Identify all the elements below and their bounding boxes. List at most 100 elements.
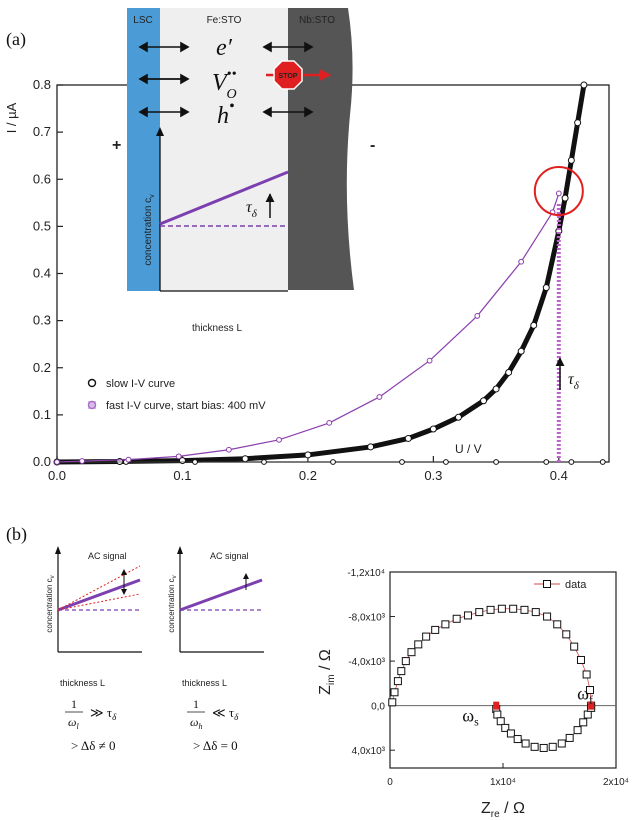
data-point xyxy=(493,459,499,465)
layer-label-nbsto: Nb:STO xyxy=(299,15,335,26)
ac-inset-2: AC signal concentration cv thickness L 1 ωh ≪… xyxy=(167,546,264,753)
iv-series xyxy=(53,81,606,466)
frequency-sub: s xyxy=(474,715,479,729)
panel-label-b: (b) xyxy=(6,524,27,545)
inset-y-arrowhead xyxy=(177,546,183,554)
data-point xyxy=(496,717,505,726)
y-tick-label: 0.5 xyxy=(33,218,51,233)
nyquist-x-label-text: Z xyxy=(481,800,491,817)
data-point xyxy=(431,625,440,634)
data-point xyxy=(330,459,336,465)
data-point xyxy=(561,194,569,202)
profile-line xyxy=(159,170,289,226)
data-point xyxy=(580,81,588,89)
data-point xyxy=(493,710,502,719)
ac-upper-bound xyxy=(57,565,141,611)
data-point xyxy=(583,710,592,719)
data-point xyxy=(474,313,481,319)
ac-inset-1: AC signal concentration cv thickness L 1 ωl ≫… xyxy=(45,546,142,753)
data-point xyxy=(326,419,333,426)
data-point xyxy=(568,459,575,465)
tau-arrow-a: τδ xyxy=(555,357,580,392)
stop-sign: STOP xyxy=(273,60,303,90)
data-point xyxy=(570,642,579,651)
legend-marker xyxy=(87,378,97,388)
nyquist-series-0 xyxy=(388,604,596,710)
nyquist-plot-frame xyxy=(389,571,617,769)
y-tick-label: -4,0x10³ xyxy=(348,657,385,668)
y-tick-label: 0.2 xyxy=(33,360,51,375)
data-point xyxy=(574,119,582,127)
frequency-symbol: ω xyxy=(577,684,589,704)
formula-relation-text: ≫ τ xyxy=(90,705,112,720)
ac-lower-bound xyxy=(57,593,141,611)
legend-marker xyxy=(543,580,551,588)
nyquist-chart: 0 1x10⁴ 2x10⁴ -1,2x10⁴ -8,0x10³ -4,0x10³ 0,0 4,… xyxy=(317,568,629,820)
nyquist-y-label-sub: im xyxy=(326,674,337,685)
frequency-label: ωf xyxy=(577,684,593,707)
data-point xyxy=(557,739,566,748)
inset-y-label-text: concentration c xyxy=(143,198,154,266)
nyquist-x-axis-label: Zre / Ω xyxy=(481,800,525,820)
data-point xyxy=(530,742,539,751)
y-tick-label: 0.1 xyxy=(33,407,51,422)
data-point xyxy=(513,735,522,744)
data-point xyxy=(579,718,588,727)
ac-range-head-down xyxy=(121,589,127,595)
data-point xyxy=(548,742,557,751)
y-tick-label: 0.3 xyxy=(33,313,51,328)
y-tick-label: 4,0x10³ xyxy=(352,746,386,757)
inset-y-label: concentration cv xyxy=(167,575,178,632)
data-point xyxy=(480,397,488,405)
inset-tau-sub: δ xyxy=(252,208,258,220)
series-line xyxy=(56,84,587,465)
carrier-vacancy: V•• O xyxy=(212,67,237,102)
panel-label-a: (a) xyxy=(6,29,26,50)
inset-y-label: concentration cv xyxy=(45,575,56,632)
iv-x-axis-label: U / V xyxy=(455,442,482,456)
arrow-head-left xyxy=(138,41,148,53)
data-point xyxy=(393,677,402,686)
x-tick-label: 1x10⁴ xyxy=(490,777,516,788)
carrier-hole: h• xyxy=(217,98,235,129)
data-point xyxy=(586,686,595,695)
lsc-layer xyxy=(127,8,160,291)
arrow-head-right xyxy=(304,106,314,118)
data-point xyxy=(576,655,585,664)
data-point xyxy=(452,614,461,623)
x-tick-label: 0.2 xyxy=(299,468,317,483)
data-point xyxy=(404,434,412,442)
layer-label-festo: Fe:STO xyxy=(207,15,242,26)
inset-tau-label: τδ xyxy=(246,199,258,220)
y-tick-label: 0.4 xyxy=(33,266,51,281)
inset-x-label: thickness L xyxy=(60,678,105,688)
data-point xyxy=(397,667,406,676)
iv-axis-ticks: 0.0 0.1 0.2 0.3 0.4 0.0 0.1 0.2 0.3 0.4 0.5 0.6 0.7 0… xyxy=(33,77,568,483)
iv-y-axis-label: I / µA xyxy=(4,102,19,133)
nyquist-series xyxy=(388,604,596,752)
ac-range-head-up xyxy=(243,573,249,579)
formula-omega-sub: l xyxy=(76,722,79,731)
inset-y-label-sub: v xyxy=(172,575,178,578)
data-point xyxy=(486,605,495,614)
legend-label: data xyxy=(565,579,587,591)
formula-omega: ω xyxy=(190,715,198,729)
inset-x-label: thickness L xyxy=(182,678,227,688)
data-point xyxy=(376,394,383,400)
carrier-vacancy-symbol: V xyxy=(212,70,229,96)
data-point xyxy=(175,453,182,460)
data-point xyxy=(241,455,249,463)
x-tick-label: 0.0 xyxy=(48,468,66,483)
data-point xyxy=(276,436,282,443)
data-point xyxy=(388,698,397,707)
formula-denominator: ωh xyxy=(190,715,202,731)
tau-sub-a: δ xyxy=(574,380,580,392)
inset-y-label-text: concentration c xyxy=(45,578,54,632)
data-point xyxy=(517,347,525,355)
iv-chart: 0.0 0.1 0.2 0.3 0.4 0.0 0.1 0.2 0.3 0.4 0.5 0.6 0.7 0… xyxy=(4,77,610,483)
formula-denominator: ωl xyxy=(68,715,79,731)
formula-numerator: 1 xyxy=(71,697,77,711)
formula-omega-sub: h xyxy=(198,722,202,731)
